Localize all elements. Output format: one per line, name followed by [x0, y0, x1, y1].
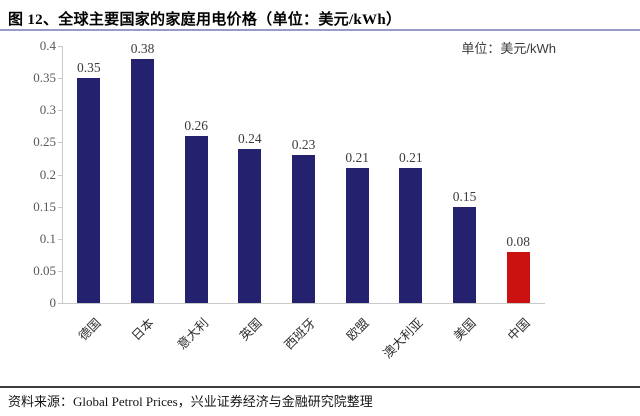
- y-axis-label: 0.2: [39, 166, 56, 182]
- bar-value-label: 0.26: [184, 117, 208, 133]
- bar-6: [345, 168, 369, 303]
- y-axis-label: 0.05: [33, 262, 56, 278]
- y-axis-tick: [58, 46, 62, 47]
- x-axis-label: 欧盟: [344, 315, 372, 344]
- x-axis-label: 意大利: [174, 315, 211, 353]
- bar-value-label: 0.21: [399, 150, 423, 166]
- x-axis-label: 德国: [75, 315, 104, 344]
- title-divider: [0, 29, 640, 31]
- y-axis-label: 0: [49, 295, 57, 310]
- x-axis-label: 英国: [236, 315, 265, 344]
- x-axis-line: [62, 303, 545, 304]
- y-axis-line: [62, 46, 63, 303]
- bar-2: [131, 58, 154, 303]
- bar-value-label: 0.21: [345, 150, 369, 166]
- bar-3: [184, 135, 208, 303]
- bar-8: [453, 206, 476, 303]
- y-axis-tick: [58, 270, 62, 272]
- x-axis-label: 澳大利亚: [380, 315, 426, 362]
- y-axis-label: 0.15: [33, 198, 56, 214]
- y-axis-tick: [58, 174, 62, 176]
- bar-value-label: 0.38: [130, 40, 155, 56]
- y-axis-label: 0.3: [39, 102, 56, 118]
- figure-title: 图 12、全球主要国家的家庭用电价格（单位：美元/kWh）: [8, 12, 402, 28]
- x-axis-label: 美国: [451, 315, 480, 344]
- y-axis-tick: [58, 78, 62, 80]
- y-axis-tick: [58, 303, 62, 304]
- bar-value-label: 0.15: [452, 188, 477, 204]
- y-axis-label: 0.1: [39, 230, 56, 246]
- y-axis-tick: [58, 238, 62, 240]
- x-axis-label: 西班牙: [281, 315, 319, 353]
- bar-1: [77, 78, 101, 303]
- y-axis-label: 0.35: [33, 70, 56, 86]
- bar-value-label: 0.08: [506, 233, 530, 249]
- bar-7: [399, 168, 423, 303]
- unit-legend: 单位：美元/kWh: [461, 41, 556, 56]
- bar-4: [238, 148, 262, 303]
- x-axis-label: 中国: [505, 315, 533, 344]
- bar-value-label: 0.35: [77, 60, 101, 76]
- y-axis-tick: [58, 110, 62, 112]
- bar-value-label: 0.23: [291, 137, 316, 153]
- bar-5: [292, 155, 315, 303]
- source-note: 资料来源：Global Petrol Prices，兴业证券经济与金融研究院整理: [8, 394, 373, 409]
- y-axis-tick: [58, 206, 62, 208]
- bar-value-label: 0.24: [238, 130, 262, 146]
- footer-divider: [0, 386, 640, 388]
- x-axis-label: 日本: [129, 315, 158, 344]
- bar-9: [506, 251, 530, 303]
- y-axis-tick: [58, 142, 62, 144]
- y-axis-label: 0.25: [33, 134, 56, 150]
- y-axis-label: 0.4: [39, 38, 56, 53]
